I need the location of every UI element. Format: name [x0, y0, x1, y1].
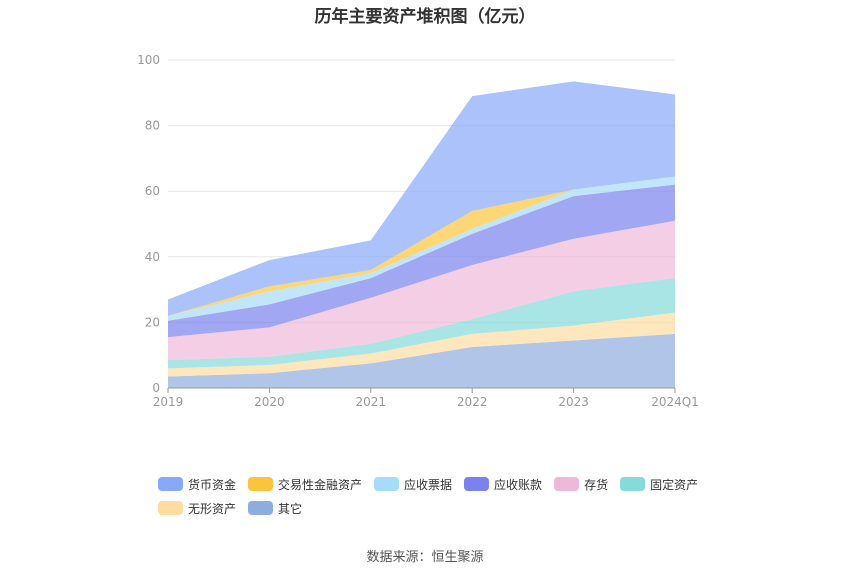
legend-swatch — [464, 477, 490, 491]
legend-label: 应收票据 — [404, 477, 453, 492]
x-tick-label: 2019 — [153, 395, 184, 409]
legend-item[interactable]: 其它 — [248, 500, 302, 517]
chart-title: 历年主要资产堆积图（亿元） — [314, 7, 536, 27]
x-tick-label: 2024Q1 — [651, 395, 699, 409]
chart-legend: 货币资金 交易性金融资产 应收票据 应收账款 存货 固定资产无形资产 其它 — [158, 472, 718, 520]
x-tick-label: 2020 — [254, 395, 285, 409]
y-tick-label: 0 — [152, 381, 160, 395]
legend-item[interactable]: 交易性金融资产 — [248, 476, 362, 493]
legend-label: 其它 — [278, 501, 303, 516]
area-series — [168, 312, 675, 377]
legend-row: 无形资产 其它 — [158, 496, 718, 520]
x-tick-label: 2022 — [457, 395, 488, 409]
y-tick-label: 60 — [145, 184, 160, 198]
y-tick-label: 20 — [145, 315, 160, 329]
legend-item[interactable]: 固定资产 — [620, 476, 698, 493]
legend-swatch — [374, 477, 400, 491]
x-tick-label: 2021 — [356, 395, 387, 409]
legend-item[interactable]: 应收票据 — [374, 476, 452, 493]
area-series — [168, 176, 675, 316]
area-series — [168, 220, 675, 361]
y-tick-label: 40 — [145, 250, 160, 264]
legend-swatch — [554, 477, 580, 491]
legend-item[interactable]: 货币资金 — [158, 476, 236, 493]
legend-label: 货币资金 — [188, 477, 237, 492]
legend-label: 固定资产 — [650, 477, 699, 492]
legend-swatch — [158, 477, 183, 491]
area-series — [168, 184, 675, 338]
legend-label: 交易性金融资产 — [278, 477, 363, 492]
area-series — [168, 176, 675, 321]
area-series — [168, 278, 675, 369]
area-series — [168, 333, 675, 388]
data-source: 数据来源：恒生聚源 — [366, 550, 484, 565]
legend-label: 应收账款 — [494, 477, 543, 492]
legend-swatch — [158, 501, 183, 515]
legend-item[interactable]: 无形资产 — [158, 500, 236, 517]
legend-item[interactable]: 存货 — [554, 476, 608, 493]
x-tick-label: 2023 — [558, 395, 589, 409]
y-tick-label: 80 — [145, 119, 160, 133]
area-series — [168, 81, 675, 316]
legend-label: 存货 — [584, 477, 609, 492]
y-tick-label: 100 — [137, 53, 160, 67]
legend-label: 无形资产 — [188, 501, 237, 516]
legend-swatch — [248, 477, 274, 491]
legend-item[interactable]: 应收账款 — [464, 476, 542, 493]
legend-swatch — [248, 501, 274, 515]
legend-row: 货币资金 交易性金融资产 应收票据 应收账款 存货 固定资产 — [158, 472, 718, 496]
legend-swatch — [620, 477, 646, 491]
